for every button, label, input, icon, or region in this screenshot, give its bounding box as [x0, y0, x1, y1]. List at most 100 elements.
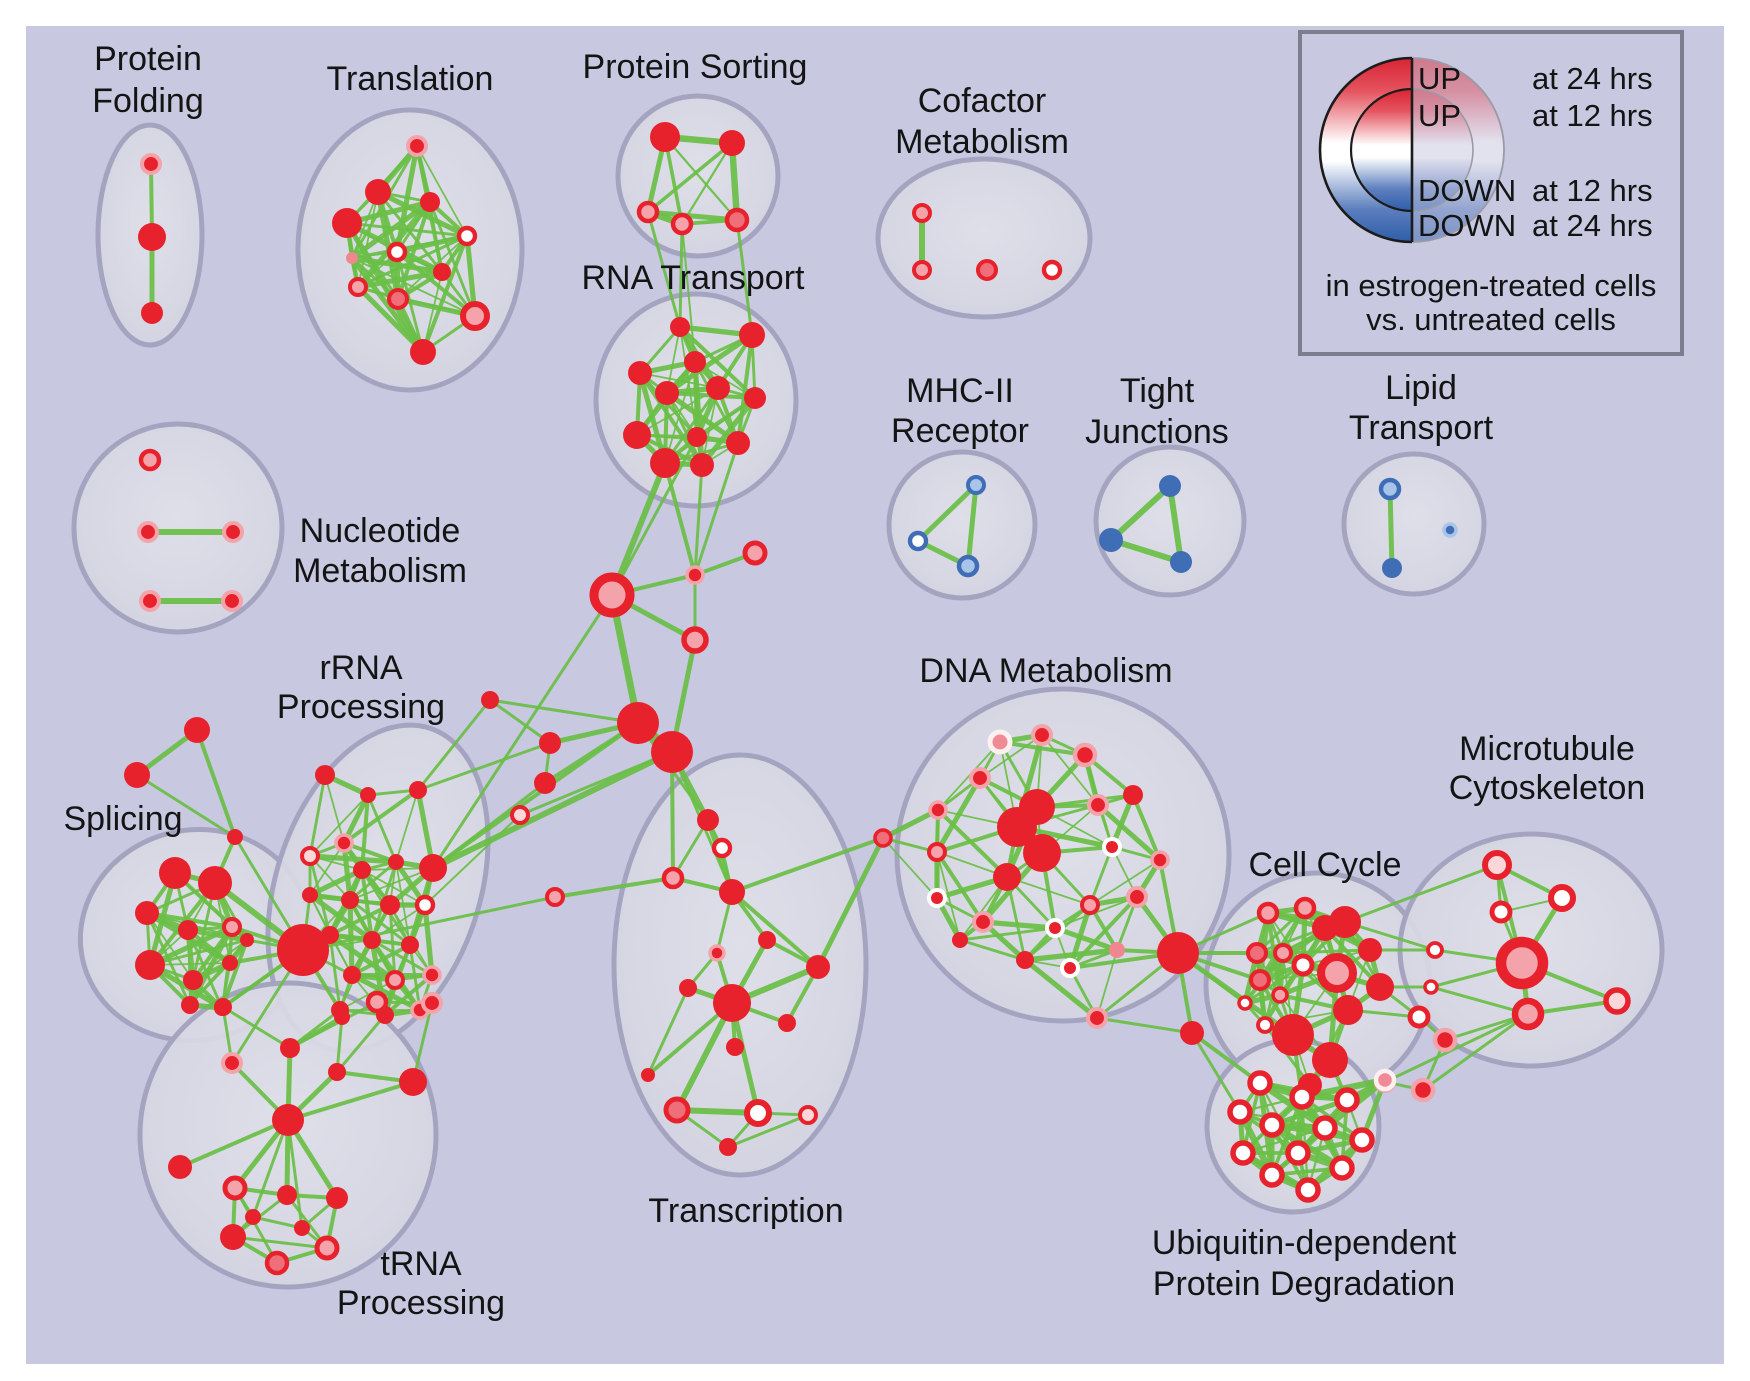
- gene-node-red: [343, 966, 361, 984]
- gene-node-haloRed: [220, 589, 244, 613]
- legend-time-label-3: at 24 hrs: [1532, 208, 1653, 243]
- gene-node-lpinkc: [510, 805, 530, 825]
- cluster-label-tight: Tight Junctions: [1085, 372, 1229, 451]
- gene-node-pinkc: [1256, 901, 1280, 925]
- edge-tight: [1108, 537, 1184, 565]
- legend-time-label-0: at 24 hrs: [1532, 61, 1653, 96]
- edge-rrna: [349, 867, 434, 901]
- gene-node-red: [410, 339, 436, 365]
- gene-node-midpink: [386, 287, 410, 311]
- edge-rna_transport: [677, 324, 758, 401]
- link-edge: [1190, 1031, 1242, 1114]
- gene-node-red: [399, 1068, 427, 1096]
- gene-node-haloRed: [708, 944, 726, 962]
- edge-dna: [997, 739, 1088, 758]
- gene-node-red: [181, 996, 199, 1014]
- gene-node-haloRed: [1410, 1077, 1436, 1103]
- gene-node-haloRed: [968, 766, 992, 790]
- gene-node-red: [184, 717, 210, 743]
- gene-node-red: [1016, 951, 1034, 969]
- gene-node-red: [183, 970, 203, 990]
- edge-transcription: [730, 890, 820, 969]
- gene-node-pinkc: [927, 842, 947, 862]
- gene-node-haloRed: [1086, 793, 1110, 817]
- gene-node-red: [401, 936, 419, 954]
- gene-node-whitec: [1349, 1127, 1375, 1153]
- link-edge: [135, 773, 237, 839]
- gene-node-midpink: [1248, 968, 1272, 992]
- edge-trna: [251, 1118, 290, 1219]
- gene-node-haloRed: [971, 910, 995, 934]
- gene-node-red: [138, 223, 166, 251]
- gene-node-blue: [1099, 528, 1123, 552]
- edge-rrna: [309, 794, 369, 857]
- edge-rrna: [370, 938, 434, 977]
- legend-time-label-2: at 12 hrs: [1532, 173, 1653, 208]
- gene-node-pinkc: [912, 203, 932, 223]
- gene-node-red: [135, 950, 165, 980]
- edge-rrna: [348, 860, 398, 902]
- gene-node-red: [363, 931, 381, 949]
- edge-ubiquitin: [1241, 1126, 1327, 1155]
- gene-node-haloRed: [1125, 885, 1149, 909]
- edge-dna: [1096, 949, 1118, 1019]
- legend-updown-label-3: DOWN: [1418, 208, 1516, 243]
- gene-node-lpinkc: [1603, 987, 1631, 1015]
- cluster-label-trna: tRNA Processing: [337, 1245, 505, 1322]
- edge-protein_sorting: [646, 141, 734, 214]
- edge-dna: [1088, 845, 1114, 907]
- edge-dna: [958, 926, 1057, 942]
- gene-node-whitec: [386, 241, 408, 263]
- gene-node-haloRed: [220, 1051, 244, 1075]
- gene-node-red: [628, 361, 652, 385]
- edge-rrna: [328, 933, 342, 1012]
- edge-trna: [178, 1118, 290, 1169]
- gene-node-blue: [1159, 475, 1181, 497]
- module-labels: Protein Folding Translation Protein Sorting…: [63, 40, 1645, 1322]
- link-edge: [488, 698, 552, 745]
- edge-translation: [420, 233, 470, 355]
- edge-rrna: [308, 773, 327, 858]
- gene-node-red: [1366, 973, 1394, 1001]
- gene-node-pinkc: [385, 970, 405, 990]
- link-edge: [195, 728, 237, 839]
- edge-rrna: [327, 902, 393, 938]
- edge-mhc: [965, 482, 979, 569]
- gene-node-lpinkc: [300, 846, 320, 866]
- edge-translation: [349, 255, 426, 355]
- gene-node-red: [222, 955, 238, 971]
- link-edge: [609, 460, 668, 598]
- gene-node-red: [353, 861, 371, 879]
- legend-updown-label-0: UP: [1418, 61, 1461, 96]
- link-edge: [646, 210, 682, 329]
- gene-node-bluec: [1442, 522, 1458, 538]
- gene-node-midpink: [724, 207, 750, 233]
- gene-node-pinkc: [314, 1235, 340, 1261]
- gene-node-red: [1272, 1014, 1314, 1056]
- gene-node-red: [1180, 1021, 1204, 1045]
- module-bubble-nucleotide: [71, 421, 285, 635]
- gene-node-creamr: [1373, 1068, 1397, 1092]
- edge-splicing: [192, 939, 248, 981]
- edge-trna: [335, 1015, 344, 1074]
- edge-dna: [1005, 875, 1027, 962]
- edge-dna: [1006, 876, 1091, 906]
- gene-node-red: [952, 932, 968, 948]
- gene-node-pinkc: [222, 1175, 248, 1201]
- edge-rrna: [307, 867, 365, 898]
- edge-protein_sorting: [680, 141, 734, 226]
- edge-rrna: [309, 842, 345, 896]
- gene-node-red: [679, 979, 697, 997]
- legend-inner-right-arc: [1411, 88, 1474, 212]
- gene-node-pinkc: [1511, 997, 1545, 1031]
- edge-translation: [345, 221, 469, 238]
- gene-node-pinkc: [222, 917, 242, 937]
- edge-translation: [416, 145, 468, 237]
- gene-node-red: [1123, 785, 1143, 805]
- gene-node-red: [315, 765, 335, 785]
- gene-node-lpinkc: [1482, 850, 1512, 880]
- gene-node-pinkc: [636, 200, 660, 224]
- gene-node-whitec: [711, 837, 733, 859]
- gene-node-red: [280, 1038, 300, 1058]
